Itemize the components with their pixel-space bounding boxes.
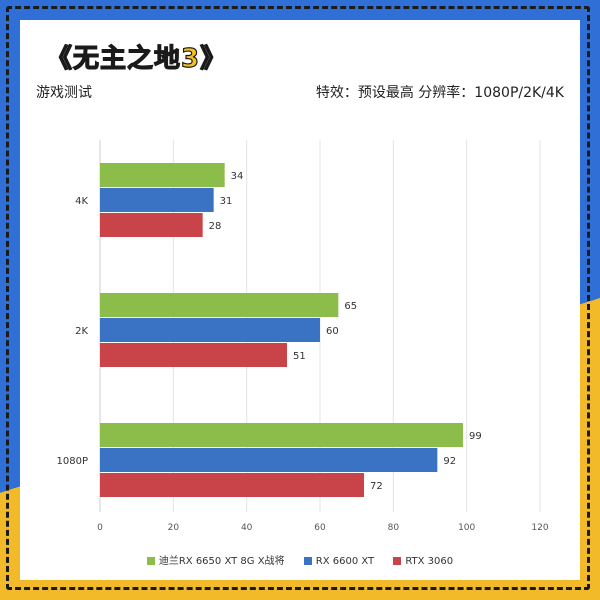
legend-item-red: RTX 3060 [393,556,453,567]
bar [100,343,287,367]
bar [100,473,364,497]
x-tick-label: 0 [97,523,103,533]
legend: 迪兰RX 6650 XT 8G X战将 RX 6600 XT RTX 3060 [20,552,580,567]
data-label: 99 [469,431,482,442]
x-tick-label: 60 [314,523,326,533]
bar-chart: 0 20 40 60 80 100 120 4K 34 31 28 2K 65 60 51 1080P 99 92… [57,140,549,533]
bar [100,188,214,212]
category-label: 2K [75,326,88,337]
data-label: 34 [231,171,244,182]
legend-label-red: RTX 3060 [405,556,454,567]
data-label: 60 [326,326,339,337]
data-label: 92 [443,456,456,467]
x-tick-label: 80 [388,523,400,533]
legend-swatch-blue [303,557,312,565]
dashed-border [6,6,590,590]
data-label: 51 [293,351,306,362]
page-title: 《无主之地3》 [45,43,228,74]
legend-item-blue: RX 6600 XT [303,556,375,567]
legend-label-green: 迪兰RX 6650 XT 8G X战将 [158,556,285,567]
data-label: 65 [344,301,357,312]
bar [100,293,339,317]
category-label: 4K [75,196,88,207]
bar [100,448,438,472]
bar [100,213,203,237]
legend-item-green: 迪兰RX 6650 XT 8G X战将 [146,552,285,567]
x-tick-label: 120 [531,523,548,533]
legend-swatch-green [146,557,155,565]
chart-panel: 《无主之地3》 游戏测试 特效：预设最高 分辨率：1080P/2K/4K 0 20… [20,20,580,580]
data-label: 28 [209,221,222,232]
legend-swatch-red [393,557,402,565]
x-tick-label: 20 [168,523,180,533]
category-label: 1080P [57,456,88,467]
bar [100,163,225,187]
data-label: 72 [370,481,383,492]
test-subtitle: 游戏测试 [36,85,92,101]
bar [100,423,463,447]
settings-subtitle: 特效：预设最高 分辨率：1080P/2K/4K [315,85,564,101]
x-tick-label: 100 [458,523,475,533]
legend-label-blue: RX 6600 XT [315,556,375,567]
data-label: 31 [220,196,233,207]
bar [100,318,320,342]
x-tick-label: 40 [241,523,253,533]
